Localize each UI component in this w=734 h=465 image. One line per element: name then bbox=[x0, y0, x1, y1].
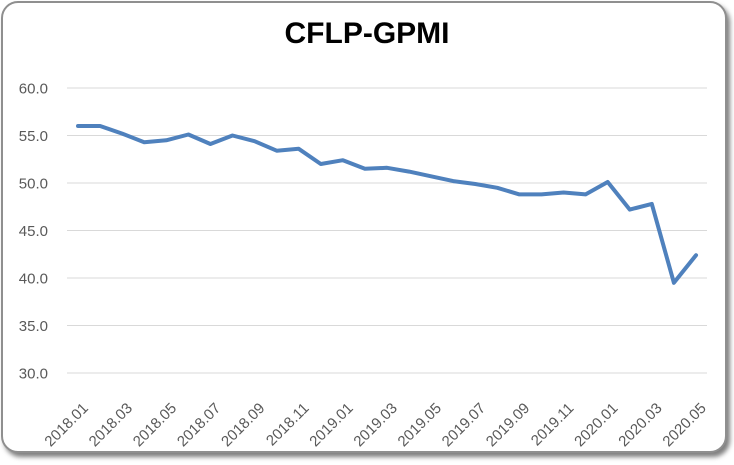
y-axis-tick-label: 60.0 bbox=[19, 81, 48, 98]
x-axis-tick-label: 2018.03 bbox=[86, 400, 136, 450]
x-axis-tick-label: 2020.01 bbox=[571, 400, 621, 450]
y-axis-tick-label: 50.0 bbox=[19, 176, 48, 193]
x-axis-tick-label: 2020.05 bbox=[659, 400, 709, 450]
pmi-line-series bbox=[76, 124, 698, 285]
chart-title: CFLP-GPMI bbox=[284, 17, 450, 50]
x-axis-tick-label: 2018.09 bbox=[218, 400, 268, 450]
x-axis-tick-label: 2019.07 bbox=[439, 400, 489, 450]
chart-frame bbox=[1, 1, 727, 453]
x-axis-tick-label: 2018.01 bbox=[41, 400, 91, 450]
y-axis-tick-label: 30.0 bbox=[19, 366, 48, 383]
x-axis-tick-label: 2018.11 bbox=[263, 400, 313, 450]
y-axis-tick-label: 40.0 bbox=[19, 271, 48, 288]
x-axis-tick-label: 2018.07 bbox=[174, 400, 224, 450]
x-axis-tick-label: 2019.11 bbox=[528, 400, 578, 450]
x-axis-tick-label: 2019.01 bbox=[306, 400, 356, 450]
x-axis-tick-label: 2019.09 bbox=[483, 400, 533, 450]
x-axis-tick-label: 2019.03 bbox=[350, 400, 400, 450]
y-axis-tick-label: 45.0 bbox=[19, 223, 48, 240]
y-axis-tick-label: 55.0 bbox=[19, 128, 48, 145]
x-axis-tick-label: 2018.05 bbox=[130, 400, 180, 450]
x-axis-tick-label: 2020.03 bbox=[615, 400, 665, 450]
x-axis-tick-label: 2019.05 bbox=[395, 400, 445, 450]
y-axis-tick-label: 35.0 bbox=[19, 318, 48, 335]
